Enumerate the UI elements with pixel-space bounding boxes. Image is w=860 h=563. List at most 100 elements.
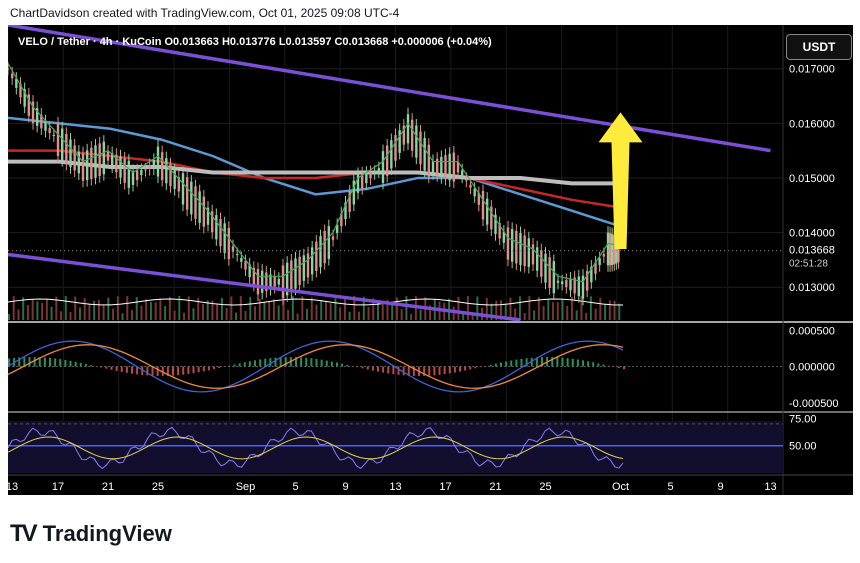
candle-body: [198, 191, 201, 223]
volume-bar: [277, 305, 280, 320]
macd-histogram-bar: [166, 366, 169, 376]
date-tick: 21: [102, 481, 114, 493]
rsi-tick: 75.00: [789, 413, 817, 425]
candle-body: [194, 186, 197, 219]
volume-bar: [542, 305, 545, 320]
macd-histogram-bar: [459, 366, 461, 372]
candle-body: [398, 130, 401, 153]
macd-histogram-bar: [172, 366, 174, 376]
candle-body: [598, 258, 601, 266]
volume-bar: [306, 308, 309, 320]
volume-bar: [36, 301, 39, 320]
candle-body: [48, 128, 51, 134]
macd-histogram-bar: [566, 358, 569, 367]
volume-bar: [594, 308, 597, 320]
macd-histogram-bar: [530, 357, 533, 367]
volume-bar: [26, 305, 29, 320]
volume-bar: [220, 297, 223, 320]
candle-body: [31, 101, 35, 124]
date-tick: Oct: [612, 481, 629, 493]
macd-histogram-bar: [59, 359, 62, 367]
candle-body: [160, 152, 164, 181]
volume-bar: [17, 309, 20, 320]
macd-histogram-bar: [213, 366, 215, 370]
candle-body: [440, 156, 443, 178]
macd-histogram-bar: [228, 365, 231, 367]
volume-bar: [225, 308, 228, 320]
macd-histogram-bar: [551, 357, 554, 367]
candle-body: [206, 207, 210, 225]
candle-body: [469, 184, 472, 188]
macd-histogram-bar: [151, 366, 154, 376]
date-tick: 9: [342, 481, 348, 493]
macd-histogram-bar: [8, 358, 10, 367]
candle-body: [323, 231, 326, 264]
volume-bar: [391, 304, 394, 320]
volume-bar: [230, 296, 233, 320]
candle-body: [285, 262, 289, 296]
candle-body: [602, 254, 606, 257]
candle-body: [27, 94, 31, 116]
macd-histogram-bar: [366, 366, 369, 370]
macd-histogram-bar: [535, 357, 538, 367]
candle-body: [348, 191, 351, 212]
volume-bar: [102, 304, 105, 320]
macd-histogram-bar: [489, 364, 492, 367]
macd-histogram-bar: [49, 357, 51, 367]
candle-body: [519, 233, 522, 265]
candle-body: [415, 125, 418, 158]
candle-body: [402, 125, 406, 145]
candle-body: [215, 215, 218, 240]
candle-body: [152, 160, 156, 169]
macd-tick: 0.000500: [789, 325, 835, 337]
macd-histogram-bar: [479, 366, 482, 368]
volume-bar: [372, 298, 375, 320]
candle-body: [35, 108, 39, 126]
macd-histogram-bar: [110, 366, 113, 370]
macd-histogram-bar: [361, 366, 364, 369]
candle-body: [127, 160, 131, 188]
macd-histogram-bar: [500, 362, 502, 367]
volume-bar: [135, 297, 138, 320]
volume-bar: [618, 303, 621, 320]
macd-histogram-bar: [218, 366, 221, 369]
candle-body: [23, 89, 26, 107]
candle-body: [290, 260, 293, 293]
volume-bar: [74, 296, 77, 320]
candle-body: [181, 173, 185, 205]
volume-bar: [580, 296, 583, 320]
candle-body: [210, 211, 214, 233]
candle-body: [269, 274, 272, 290]
candle-body: [256, 269, 260, 295]
bar-countdown: 02:51:28: [789, 259, 828, 270]
volume-bar: [547, 299, 550, 320]
volume-bar: [310, 297, 313, 320]
volume-bar: [518, 296, 521, 320]
candle-body: [19, 83, 22, 98]
candle-body: [248, 264, 251, 278]
candle-body: [90, 147, 93, 180]
volume-bar: [490, 303, 493, 320]
volume-bar: [154, 302, 157, 320]
macd-histogram-bar: [264, 358, 267, 367]
macd-tick: -0.000500: [789, 398, 839, 410]
rsi-pane: [7, 423, 783, 470]
candle-body: [281, 265, 285, 299]
price-series: [6, 62, 621, 306]
tradingview-logo[interactable]: TV TradingView: [10, 520, 172, 548]
volume-bar: [566, 305, 569, 320]
date-tick: 9: [717, 481, 723, 493]
volume-bar: [348, 311, 351, 320]
volume-bar: [187, 296, 190, 320]
candle-body: [335, 224, 339, 233]
candle-body: [223, 223, 226, 253]
candle-body: [490, 206, 493, 230]
candle-body: [444, 155, 447, 179]
macd-histogram-bar: [407, 366, 410, 376]
chart-area[interactable]: 0.017000 0.016000 0.015000 0.014000 0.013000…: [6, 23, 853, 495]
price-chart-svg[interactable]: 0.017000 0.016000 0.015000 0.014000 0.013000…: [6, 23, 853, 495]
price-tick: 0.014000: [789, 228, 835, 240]
candle-body: [373, 171, 376, 174]
currency-badge[interactable]: USDT: [786, 34, 852, 60]
volume-bar: [254, 306, 256, 320]
